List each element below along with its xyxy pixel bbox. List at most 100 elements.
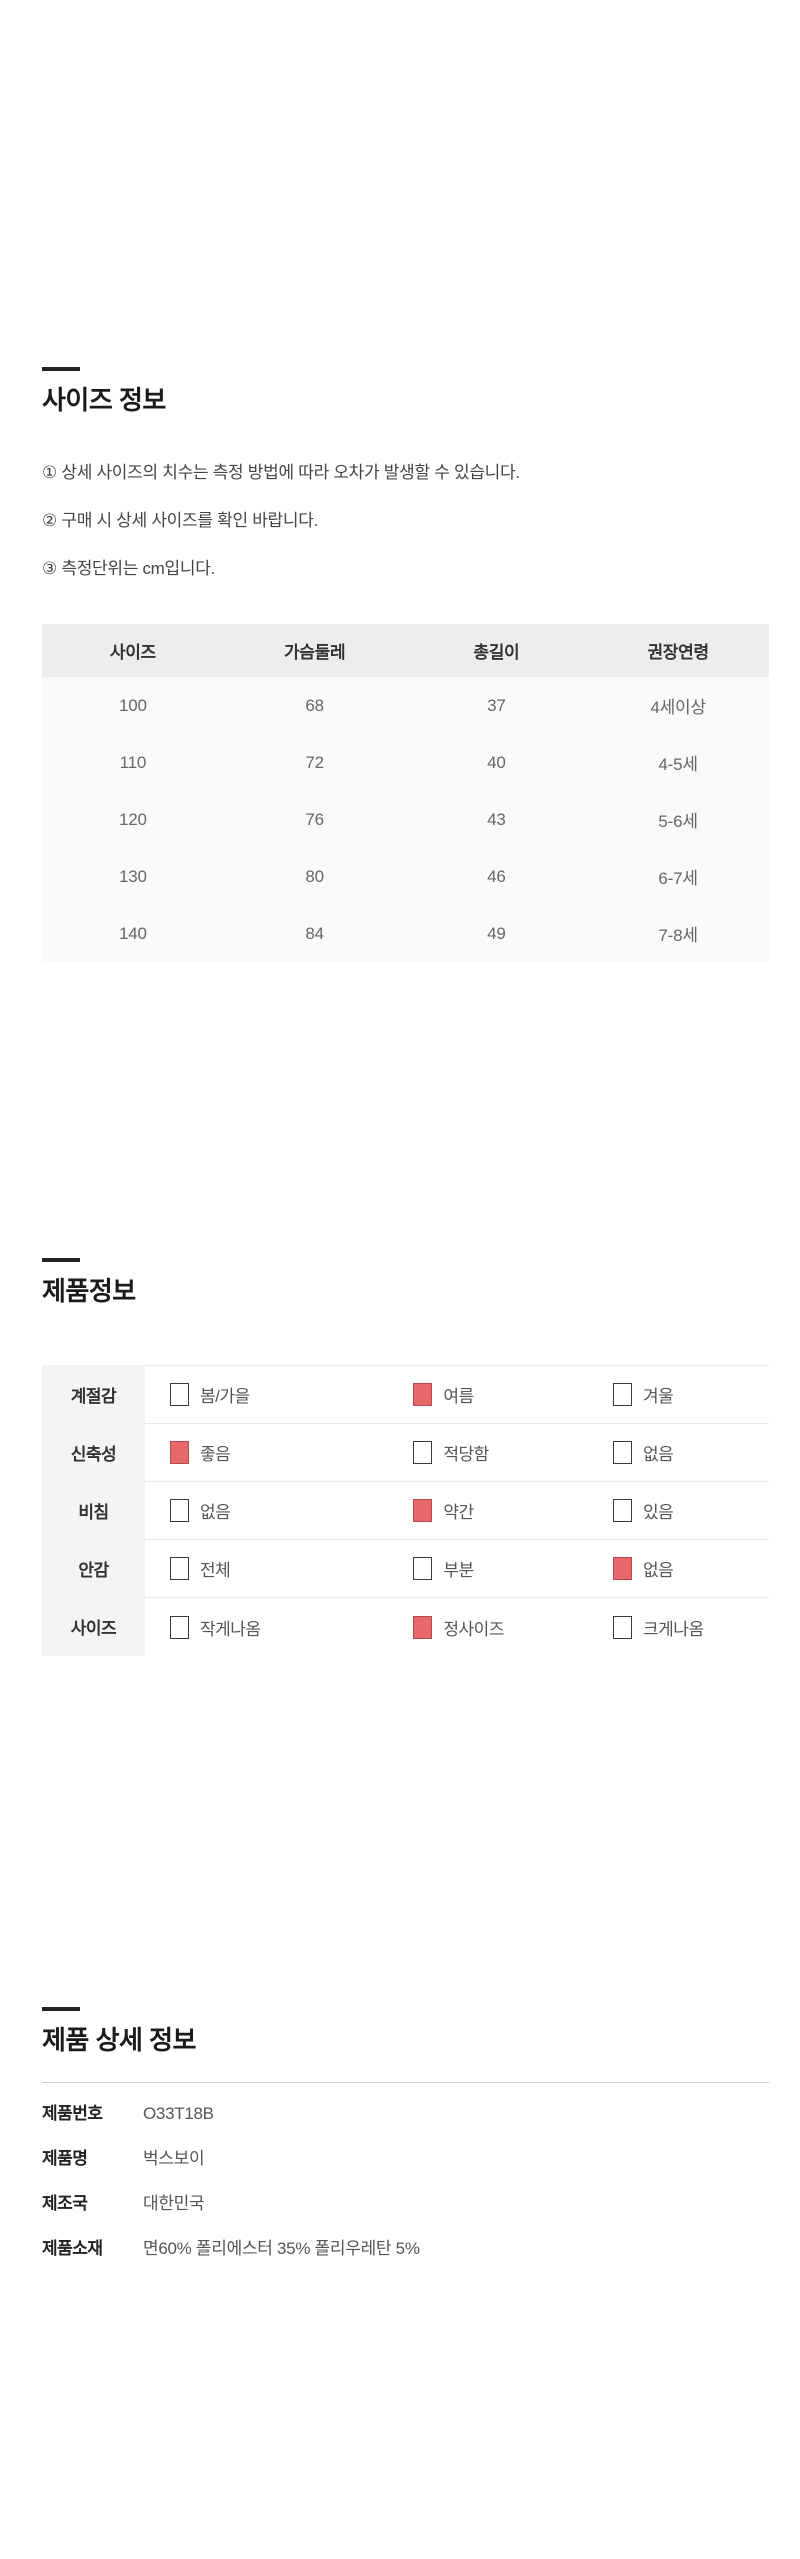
section-dash bbox=[42, 1258, 80, 1262]
attribute-row: 없음 약간 있음 bbox=[145, 1482, 769, 1540]
table-cell: 43 bbox=[487, 809, 506, 829]
option-label: 부분 bbox=[443, 1561, 474, 1580]
option-item: 크게나옴 bbox=[588, 1598, 769, 1656]
detail-value: 대한민국 bbox=[143, 2194, 205, 2213]
checkbox-icon bbox=[413, 1557, 433, 1580]
column-header: 사이즈 bbox=[109, 643, 156, 662]
option-label: 겨울 bbox=[643, 1387, 674, 1406]
checkbox-icon bbox=[613, 1383, 633, 1406]
checkbox-icon bbox=[170, 1615, 189, 1639]
detail-row: 제품번호 O33T18B bbox=[42, 2100, 769, 2128]
option-label: 있음 bbox=[643, 1503, 674, 1522]
section-dash bbox=[42, 367, 80, 371]
section-dash bbox=[42, 2007, 80, 2011]
column-header: 가슴둘레 bbox=[283, 643, 346, 662]
attribute-label-column: 계절감 신축성 비침 안감 사이즈 bbox=[42, 1365, 145, 1656]
option-item: 좋음 bbox=[145, 1424, 388, 1481]
option-item: 부분 bbox=[388, 1540, 588, 1597]
product-info-section: 제품정보 계절감 신축성 비침 안감 사이즈 봄/가을 여름 bbox=[42, 962, 769, 1656]
detail-label: 제조국 bbox=[42, 2194, 88, 2213]
size-note: ① 상세 사이즈의 치수는 측정 방법에 따라 오차가 발생할 수 있습니다. bbox=[42, 463, 520, 482]
table-row: 140 84 49 7-8세 bbox=[42, 905, 769, 962]
table-cell: 110 bbox=[119, 752, 147, 772]
option-item: 정사이즈 bbox=[388, 1598, 588, 1656]
size-table-body: 100 68 37 4세이상 110 72 40 4-5세 120 76 43 … bbox=[42, 677, 769, 962]
attribute-label: 안감 bbox=[78, 1560, 109, 1580]
table-cell: 37 bbox=[487, 695, 506, 715]
size-table: 사이즈 가슴둘레 총길이 권장연령 100 68 37 4세이상 110 72 … bbox=[42, 624, 769, 962]
option-label: 정사이즈 bbox=[443, 1619, 504, 1639]
table-row: 120 76 43 5-6세 bbox=[42, 791, 769, 848]
size-info-section: 사이즈 정보 ① 상세 사이즈의 치수는 측정 방법에 따라 오차가 발생할 수… bbox=[42, 0, 769, 962]
checkbox-icon bbox=[613, 1615, 633, 1639]
detail-row: 제품명 벅스보이 bbox=[42, 2145, 769, 2173]
attribute-options: 봄/가을 여름 겨울 좋음 bbox=[145, 1365, 769, 1656]
table-cell: 40 bbox=[487, 752, 506, 772]
option-item: 전체 bbox=[145, 1540, 388, 1597]
product-detail-list: 제품번호 O33T18B 제품명 벅스보이 제조국 대한민국 제품소재 면60%… bbox=[42, 2083, 769, 2263]
size-note: ② 구매 시 상세 사이즈를 확인 바랍니다. bbox=[42, 511, 319, 530]
product-detail-title: 제품 상세 정보 bbox=[42, 2025, 196, 2055]
attribute-label: 계절감 bbox=[70, 1386, 117, 1406]
table-cell: 68 bbox=[305, 695, 324, 715]
detail-value: 면60% 폴리에스터 35% 폴리우레탄 5% bbox=[143, 2239, 420, 2258]
option-label: 크게나옴 bbox=[643, 1619, 704, 1639]
table-cell: 140 bbox=[118, 923, 147, 943]
option-item: 약간 bbox=[388, 1482, 588, 1539]
option-item: 작게나옴 bbox=[145, 1598, 388, 1656]
table-cell: 7-8세 bbox=[658, 926, 698, 945]
option-label: 없음 bbox=[643, 1561, 674, 1580]
table-row: 100 68 37 4세이상 bbox=[42, 677, 769, 734]
table-row: 130 80 46 6-7세 bbox=[42, 848, 769, 905]
product-detail-section: 제품 상세 정보 제품번호 O33T18B 제품명 벅스보이 제조국 대한민국 … bbox=[42, 1656, 769, 2263]
option-item: 없음 bbox=[145, 1482, 388, 1539]
table-cell: 46 bbox=[487, 866, 506, 886]
attribute-label: 사이즈 bbox=[70, 1618, 117, 1638]
option-item: 없음 bbox=[588, 1424, 769, 1481]
checkbox-icon bbox=[413, 1499, 433, 1522]
option-label: 봄/가을 bbox=[200, 1387, 250, 1406]
checkbox-icon bbox=[170, 1499, 189, 1522]
table-cell: 130 bbox=[118, 866, 147, 886]
checkbox-icon bbox=[613, 1499, 633, 1522]
detail-row: 제조국 대한민국 bbox=[42, 2190, 769, 2218]
table-cell: 80 bbox=[305, 866, 324, 886]
table-cell: 84 bbox=[305, 923, 324, 943]
size-info-title: 사이즈 정보 bbox=[42, 385, 166, 415]
checkbox-icon bbox=[413, 1383, 433, 1406]
table-cell: 72 bbox=[305, 752, 324, 772]
detail-label: 제품번호 bbox=[42, 2104, 103, 2123]
column-header: 총길이 bbox=[473, 643, 520, 662]
size-notes: ① 상세 사이즈의 치수는 측정 방법에 따라 오차가 발생할 수 있습니다. … bbox=[42, 458, 769, 583]
checkbox-icon bbox=[170, 1557, 189, 1580]
option-label: 전체 bbox=[200, 1561, 231, 1580]
product-info-title: 제품정보 bbox=[42, 1276, 136, 1306]
option-item: 겨울 bbox=[588, 1366, 769, 1423]
table-cell: 49 bbox=[487, 923, 506, 943]
option-label: 좋음 bbox=[200, 1445, 231, 1464]
product-info-table: 계절감 신축성 비침 안감 사이즈 봄/가을 여름 bbox=[42, 1365, 769, 1656]
attribute-row: 좋음 적당함 없음 bbox=[145, 1424, 769, 1482]
attribute-label: 신축성 bbox=[70, 1444, 117, 1464]
table-cell: 120 bbox=[118, 809, 147, 829]
option-label: 여름 bbox=[443, 1387, 474, 1406]
detail-row: 제품소재 면60% 폴리에스터 35% 폴리우레탄 5% bbox=[42, 2235, 769, 2263]
size-note: ③ 측정단위는 cm입니다. bbox=[42, 559, 215, 578]
table-cell: 76 bbox=[305, 809, 324, 829]
attribute-row: 작게나옴 정사이즈 크게나옴 bbox=[145, 1598, 769, 1656]
checkbox-icon bbox=[413, 1615, 433, 1639]
table-row: 110 72 40 4-5세 bbox=[42, 734, 769, 791]
checkbox-icon bbox=[170, 1441, 189, 1464]
table-cell: 4-5세 bbox=[658, 755, 698, 774]
option-label: 없음 bbox=[643, 1445, 674, 1464]
option-item: 없음 bbox=[588, 1540, 769, 1597]
detail-value: 벅스보이 bbox=[143, 2149, 205, 2168]
divider bbox=[42, 2082, 769, 2083]
checkbox-icon bbox=[170, 1383, 189, 1406]
option-item: 있음 bbox=[588, 1482, 769, 1539]
table-cell: 5-6세 bbox=[658, 812, 698, 831]
option-label: 작게나옴 bbox=[200, 1619, 261, 1639]
table-cell: 4세이상 bbox=[650, 698, 706, 717]
checkbox-icon bbox=[613, 1441, 633, 1464]
attribute-label: 비침 bbox=[78, 1502, 109, 1522]
